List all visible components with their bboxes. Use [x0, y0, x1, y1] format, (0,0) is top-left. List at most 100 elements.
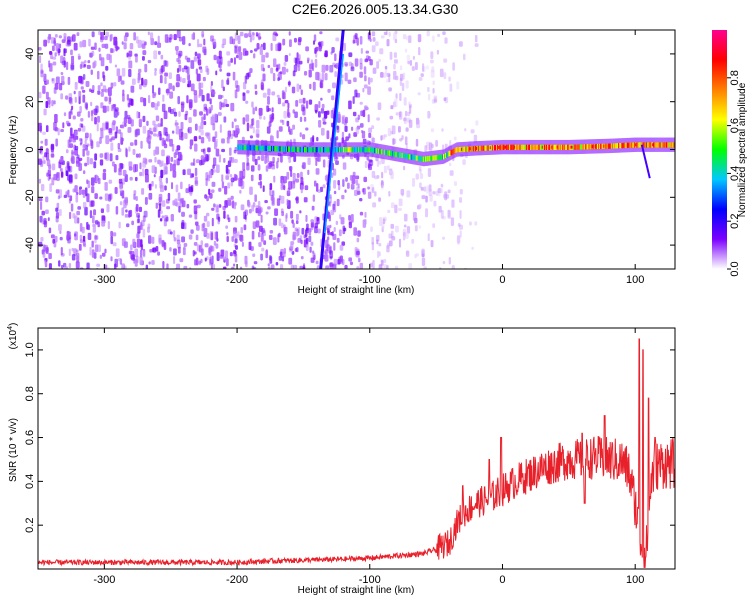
noise-cell: [266, 126, 271, 134]
band-cell: [313, 147, 316, 153]
noise-cell: [232, 38, 236, 45]
noise-cell: [281, 119, 285, 126]
noise-cell: [162, 261, 165, 269]
noise-cell: [347, 182, 350, 189]
colorbar-tick-label: 0.8: [729, 70, 741, 85]
noise-cell: [208, 106, 211, 114]
noise-cell: [89, 133, 92, 142]
noise-cell: [354, 58, 359, 67]
noise-cell: [299, 60, 303, 65]
noise-cell: [100, 82, 103, 87]
noise-cell: [226, 139, 231, 144]
noise-cell: [126, 114, 131, 119]
noise-cell: [379, 48, 384, 55]
noise-cell: [223, 210, 226, 219]
band-cell: [483, 145, 486, 151]
noise-cell: [141, 77, 144, 86]
band-cell: [323, 147, 325, 153]
noise-cell: [404, 136, 408, 145]
noise-cell: [53, 100, 56, 105]
noise-cell: [374, 191, 377, 197]
noise-cell: [93, 161, 97, 169]
noise-cell: [94, 193, 98, 200]
band-cell: [300, 147, 303, 153]
snr-panel: -300 -200 -100 0 100 0.20.40.60.81.0 Height …: [7, 323, 676, 596]
noise-cell: [288, 181, 293, 190]
noise-cell: [221, 148, 225, 153]
noise-cell: [60, 55, 64, 64]
band-cell: [500, 144, 503, 151]
noise-cell: [101, 43, 106, 48]
noise-cell: [282, 92, 286, 100]
noise-cell: [430, 59, 434, 64]
noise-cell: [280, 208, 284, 214]
noise-cell: [321, 103, 325, 109]
band-cell: [473, 146, 476, 152]
noise-cell: [280, 153, 283, 163]
band-cell: [439, 154, 442, 160]
noise-cell: [63, 194, 68, 199]
noise-cell: [356, 266, 360, 269]
band-cell: [644, 142, 647, 148]
noise-cell: [80, 61, 85, 68]
band-cell: [336, 147, 339, 153]
noise-cell: [333, 168, 337, 176]
noise-cell: [128, 50, 133, 57]
noise-cell: [198, 82, 202, 90]
noise-cell: [148, 261, 151, 265]
noise-cell: [184, 222, 187, 230]
noise-cell: [114, 263, 117, 269]
noise-cell: [142, 125, 147, 134]
noise-cell: [208, 137, 211, 142]
noise-cell: [158, 203, 162, 212]
noise-cell: [285, 214, 288, 223]
noise-cell: [72, 34, 76, 42]
noise-cell: [65, 170, 69, 177]
band-cell: [546, 144, 548, 150]
band-cell: [672, 142, 675, 148]
noise-cell: [281, 66, 286, 75]
band-cell: [252, 145, 255, 151]
noise-cell: [99, 196, 103, 200]
noise-cell: [295, 220, 299, 225]
spectrogram-x-ticks: -300 -200 -100 0 100: [93, 30, 644, 286]
band-cell: [275, 146, 278, 152]
noise-cell: [159, 75, 163, 84]
noise-cell: [321, 72, 325, 82]
noise-cell: [52, 238, 56, 244]
noise-cell: [348, 221, 353, 229]
noise-cell: [53, 37, 56, 47]
noise-cell: [425, 208, 429, 218]
noise-cell: [260, 234, 265, 243]
noise-cell: [82, 94, 86, 103]
noise-cell: [71, 149, 74, 159]
band-cell: [437, 154, 440, 161]
noise-cell: [61, 75, 65, 84]
band-cell: [668, 142, 670, 148]
noise-cell: [173, 230, 176, 239]
noise-cell: [399, 238, 402, 248]
noise-cell: [364, 105, 368, 111]
noise-cell: [149, 136, 152, 141]
noise-cell: [418, 166, 422, 172]
noise-cell: [359, 62, 363, 70]
band-cell: [663, 142, 666, 148]
band-cell: [542, 144, 545, 150]
band-cell: [625, 142, 628, 149]
noise-cell: [45, 147, 49, 154]
band-cell: [502, 144, 505, 150]
noise-cell: [286, 120, 290, 127]
noise-cell: [336, 125, 339, 130]
band-cell: [476, 145, 479, 152]
band-cell: [276, 146, 279, 152]
noise-cell: [193, 199, 197, 204]
noise-cell: [432, 191, 436, 195]
y-tick-label: 0.6: [24, 430, 36, 445]
noise-cell: [227, 197, 232, 206]
noise-cell: [384, 65, 388, 70]
noise-cell: [399, 92, 402, 102]
band-cell: [486, 145, 489, 151]
noise-cell: [258, 225, 263, 232]
noise-cell: [91, 249, 95, 258]
noise-cell: [71, 254, 76, 261]
